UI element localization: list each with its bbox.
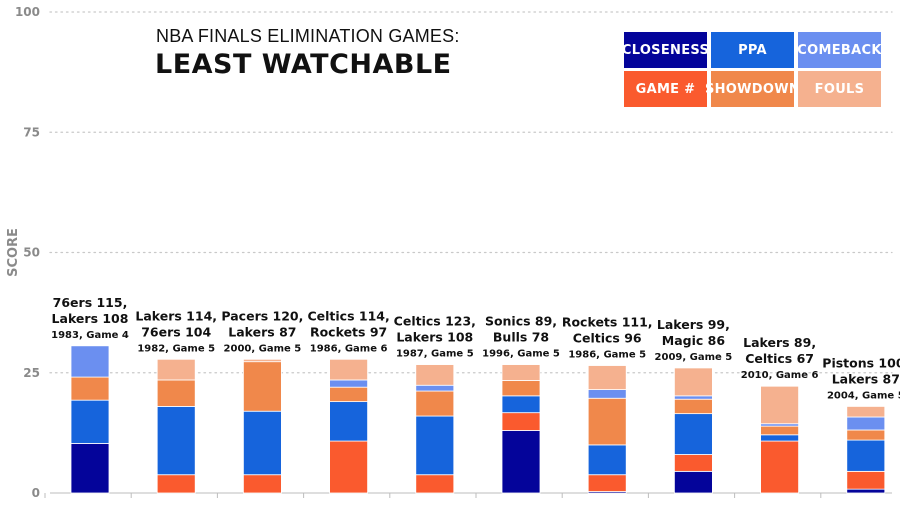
bar-label-score-line1: Lakers 114, — [135, 308, 217, 323]
bar-segment — [329, 401, 369, 442]
bar-segment — [587, 365, 627, 390]
bar-segment — [415, 474, 455, 494]
bar-label-score-line2: Rockets 97 — [310, 324, 387, 339]
bar-label-score-line1: 76ers 115, — [53, 295, 128, 310]
y-tick-label: 0 — [32, 486, 40, 500]
bar-segment — [760, 385, 799, 425]
bar-segment — [70, 443, 110, 494]
bar-label-score-line2: Celtics 67 — [745, 351, 814, 366]
bar-segment — [674, 367, 713, 397]
bar-label-score-line1: Pacers 120, — [221, 308, 303, 323]
bar-segment — [329, 358, 369, 381]
bar-label-score-line1: Rockets 111, — [562, 315, 653, 330]
y-tick-label: 50 — [23, 246, 40, 260]
bar-segment — [242, 410, 282, 476]
bar-label-game: 2004, Game 5 — [827, 390, 900, 401]
bar-segment — [70, 345, 110, 378]
bar-segment — [846, 470, 886, 490]
legend: CLOSENESS PPA COMEBACK GAME # SHOWDOWN F… — [622, 32, 882, 107]
bar-label-game: 2000, Game 5 — [224, 343, 302, 354]
bar-label-score-line1: Lakers 99, — [657, 317, 730, 332]
bar-segment — [674, 470, 713, 494]
bar-segment — [70, 376, 110, 401]
bar-segment — [587, 397, 627, 446]
bar-segment — [501, 364, 541, 381]
bar-segment — [587, 444, 627, 476]
y-tick-label: 25 — [23, 366, 40, 380]
bar-label-game: 1986, Game 5 — [568, 350, 646, 361]
bar-segment — [587, 389, 627, 399]
bar-label-game: 2009, Game 5 — [655, 352, 733, 363]
chart-title-line1: NBA FINALS ELIMINATION GAMES: — [156, 26, 460, 46]
bar-label-game: 1986, Game 6 — [310, 343, 388, 354]
bar-segment — [415, 364, 455, 386]
bar-label-score-line2: Lakers 87 — [832, 371, 900, 386]
bar-label-score-line1: Pistons 100, — [822, 355, 900, 370]
bar-segment — [242, 358, 282, 363]
y-tick-label: 100 — [15, 5, 40, 19]
bar-segment — [156, 358, 196, 381]
bar-segment — [501, 412, 541, 431]
bar-segment — [156, 379, 196, 407]
y-axis-label: SCORE — [6, 228, 21, 277]
bar-label-game: 1983, Game 4 — [51, 330, 129, 341]
bar-segment — [760, 440, 799, 494]
bar-label-game: 1987, Game 5 — [396, 349, 474, 360]
bar-segment — [501, 395, 541, 414]
bar-segment — [242, 361, 282, 412]
legend-item-showdown: SHOWDOWN — [705, 71, 800, 107]
legend-item-ppa: PPA — [711, 32, 794, 68]
bar-segment — [156, 474, 196, 494]
bar-segment — [415, 390, 455, 417]
bar-segment — [674, 454, 713, 472]
bar-segment — [760, 434, 799, 442]
bar-segment — [587, 474, 627, 492]
bar-label-game: 1982, Game 5 — [137, 343, 215, 354]
bar-segment — [846, 439, 886, 472]
legend-item-closeness: CLOSENESS — [622, 32, 709, 68]
bar-label-score-line1: Sonics 89, — [485, 314, 557, 329]
bar-segment — [846, 429, 886, 441]
bar-segment — [674, 395, 713, 400]
bar-segment — [846, 416, 886, 431]
bar-label-score-line1: Celtics 123, — [394, 314, 476, 329]
bar-segment — [70, 399, 110, 444]
bar-segment — [156, 406, 196, 476]
bar-segment — [415, 415, 455, 476]
bar-label-score-line2: Lakers 108 — [396, 330, 473, 345]
bar-label-game: 2010, Game 6 — [741, 370, 819, 381]
bar-segment — [501, 380, 541, 397]
bar-label-score-line2: 76ers 104 — [141, 324, 211, 339]
bar-segment — [415, 384, 455, 392]
bar-label-score-line1: Lakers 89, — [743, 335, 816, 350]
bar-segment — [846, 406, 886, 418]
bar-segment — [329, 379, 369, 388]
grid-layer: 0 25 50 75 100 SCORE — [6, 5, 893, 500]
bar-label-score-line2: Magic 86 — [662, 333, 726, 348]
bar-segment — [501, 430, 541, 494]
bar-segment — [846, 488, 886, 494]
bar-segment — [760, 425, 799, 436]
bar-label-score-line2: Bulls 78 — [493, 330, 549, 345]
bar-segment — [329, 386, 369, 403]
bar-label-score-line2: Lakers 108 — [52, 311, 129, 326]
bar-label-score-line1: Celtics 114, — [307, 308, 389, 323]
legend-item-comeback: COMEBACK — [797, 32, 881, 68]
bar-label-game: 1996, Game 5 — [482, 349, 560, 360]
bar-segment — [674, 413, 713, 455]
bar-label-score-line2: Celtics 96 — [573, 331, 642, 346]
bar-segment — [329, 440, 369, 494]
legend-item-fouls: FOULS — [798, 71, 881, 107]
bar-segment — [242, 474, 282, 494]
y-tick-label: 75 — [23, 125, 40, 139]
chart-title-line2: LEAST WATCHABLE — [155, 49, 452, 80]
bar-label-score-line2: Lakers 87 — [228, 324, 296, 339]
legend-item-game-number: GAME # — [624, 71, 707, 107]
bar-segment — [674, 398, 713, 415]
bars-layer — [70, 345, 886, 494]
